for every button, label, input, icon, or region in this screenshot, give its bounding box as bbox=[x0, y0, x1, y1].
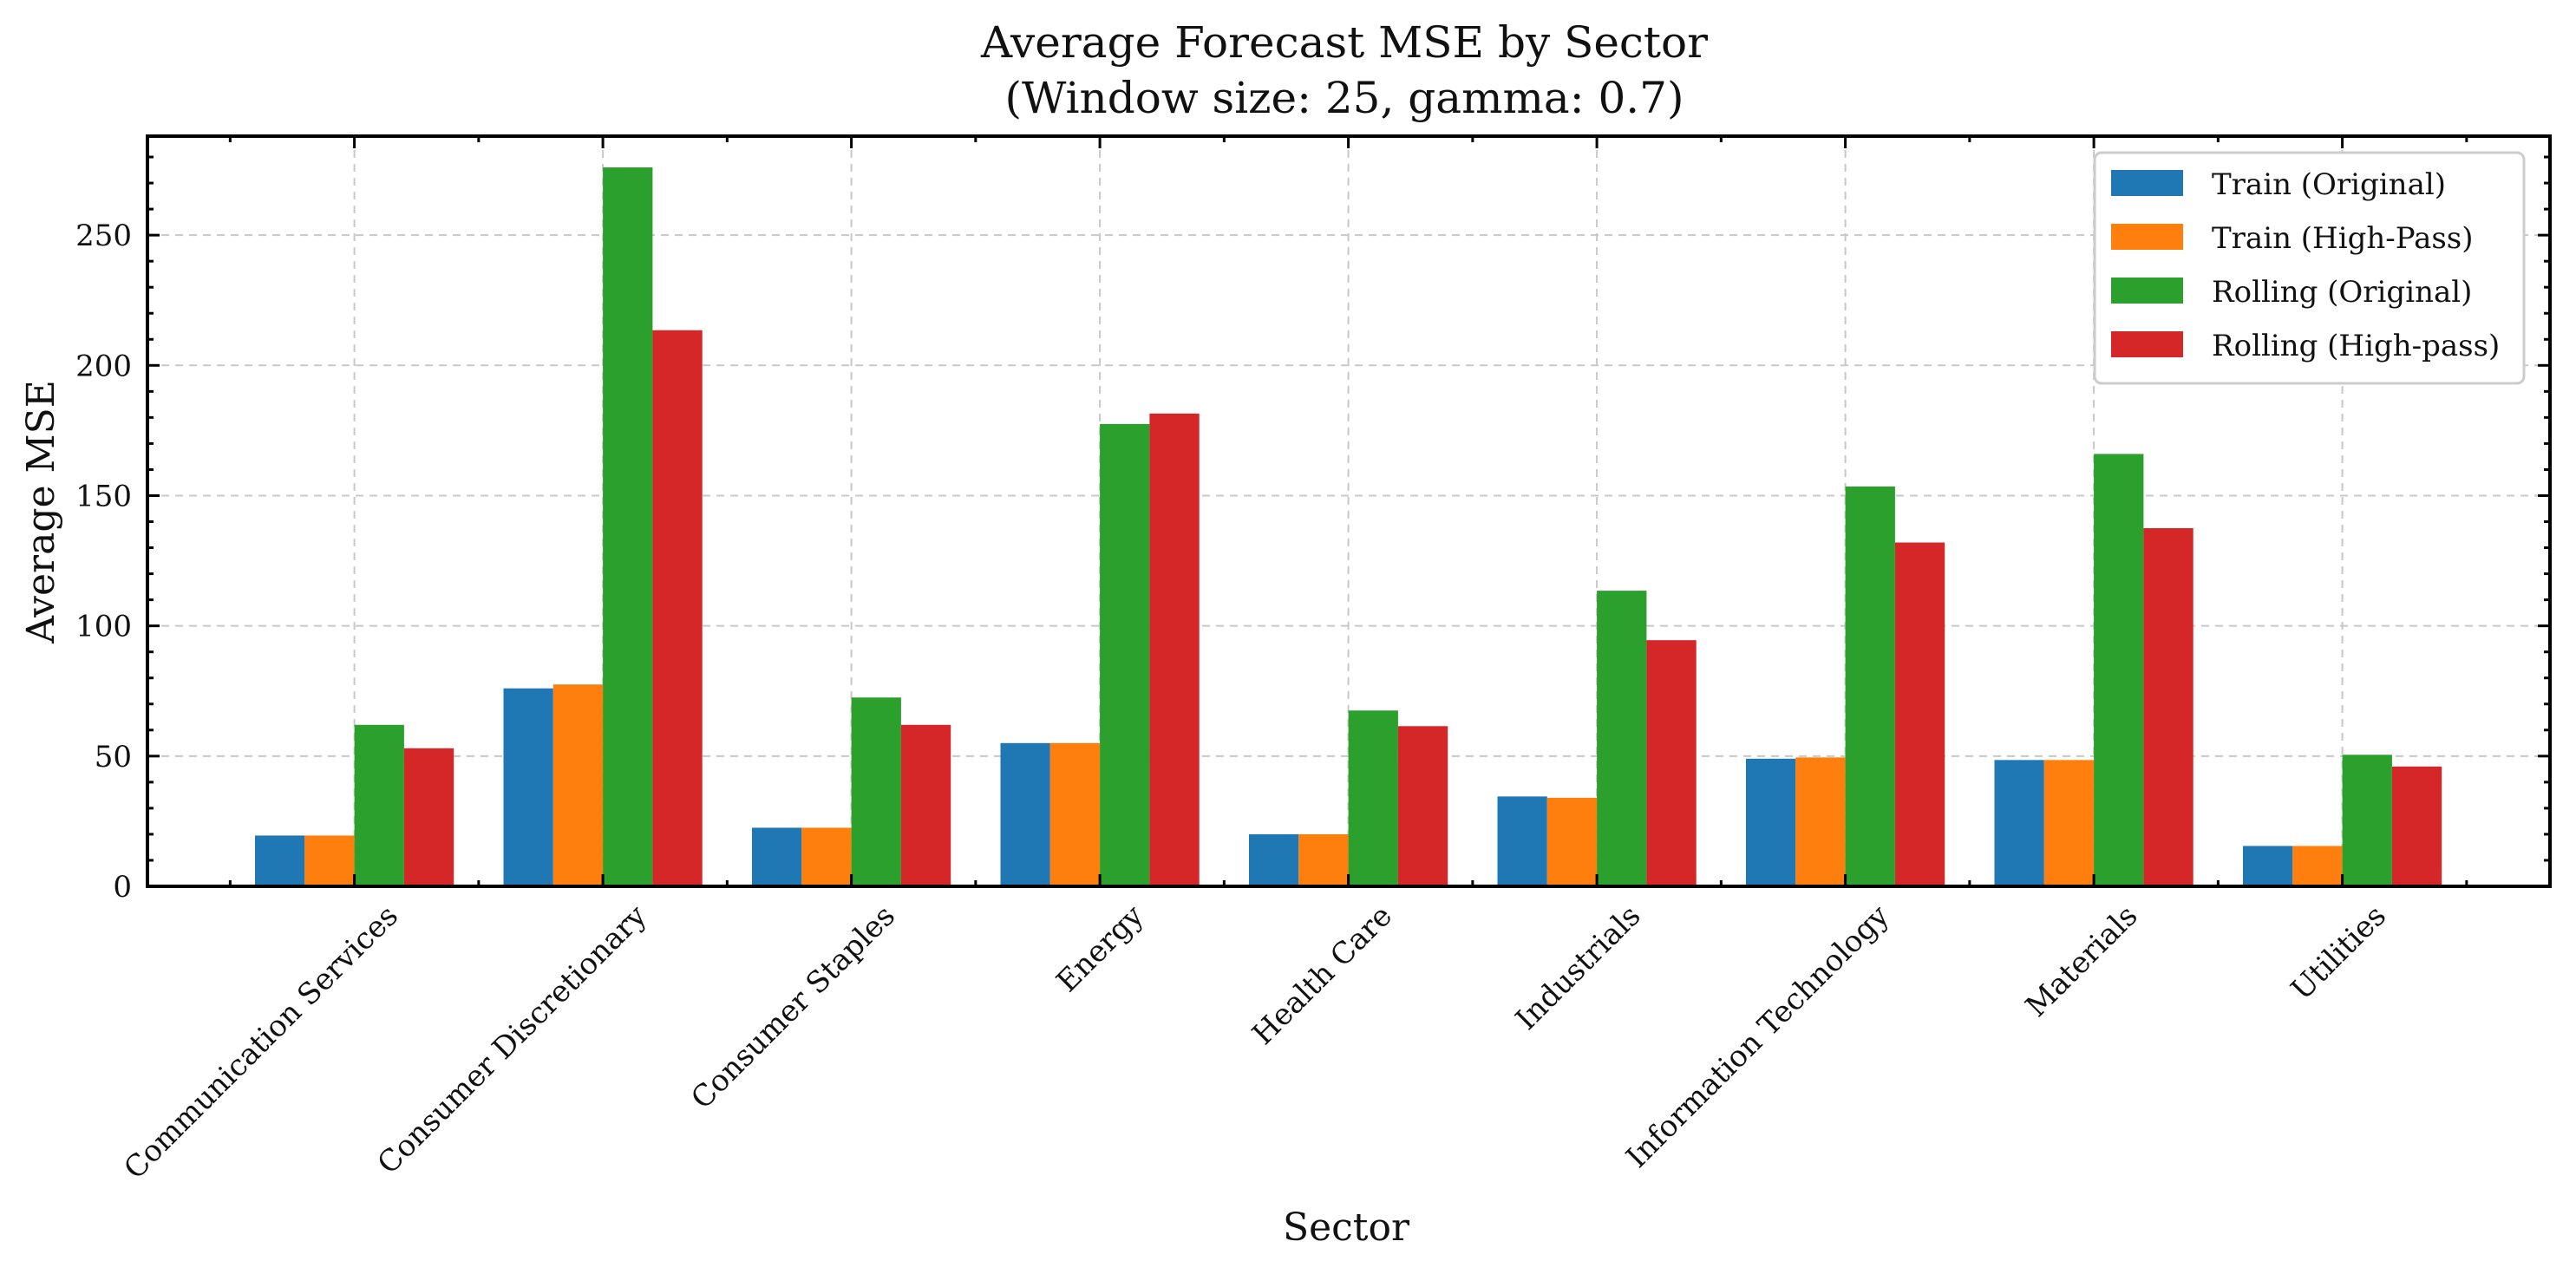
bar-rolling-high-pass-2 bbox=[900, 724, 951, 886]
bar-rolling-original-2 bbox=[851, 697, 901, 886]
x-tick-label: Information Technology bbox=[1619, 898, 1896, 1175]
y-tick-label: 250 bbox=[75, 219, 132, 253]
bar-train-high-pass-1 bbox=[552, 684, 604, 886]
bar-train-original-2 bbox=[752, 827, 802, 886]
bar-train-high-pass-0 bbox=[304, 835, 355, 886]
bar-rolling-original-6 bbox=[1845, 486, 1895, 886]
bar-train-original-3 bbox=[1000, 742, 1050, 886]
bar-train-original-1 bbox=[503, 688, 553, 886]
legend-label: Rolling (High-pass) bbox=[2212, 329, 2500, 363]
bar-train-high-pass-8 bbox=[2292, 846, 2343, 886]
x-tick-label: Energy bbox=[1049, 898, 1151, 1000]
plot-frame bbox=[146, 134, 2552, 888]
bar-rolling-original-3 bbox=[1100, 423, 1150, 886]
bar-train-high-pass-6 bbox=[1795, 757, 1846, 886]
chart-title: Average Forecast MSE by Sector bbox=[980, 17, 1708, 68]
bar-train-high-pass-7 bbox=[2043, 760, 2095, 886]
bar-train-high-pass-5 bbox=[1546, 797, 1598, 886]
bar-rolling-high-pass-7 bbox=[2143, 528, 2194, 886]
y-tick-labels: 0 50 100 150 200 250 bbox=[75, 219, 132, 905]
bar-train-original-7 bbox=[1994, 760, 2044, 886]
bar-rolling-high-pass-1 bbox=[652, 330, 703, 886]
legend-label: Train (Original) bbox=[2212, 167, 2446, 202]
bar-rolling-high-pass-0 bbox=[403, 748, 454, 886]
bar-rolling-high-pass-8 bbox=[2391, 766, 2442, 886]
legend: Train (Original) Train (High-Pass) Rolling… bbox=[2093, 151, 2526, 385]
legend-label: Train (High-Pass) bbox=[2212, 221, 2474, 256]
x-axis-label: Sector bbox=[1283, 1205, 1410, 1250]
bar-rolling-high-pass-5 bbox=[1646, 640, 1697, 886]
bar-rolling-original-1 bbox=[603, 167, 653, 886]
x-tick-label: Communication Services bbox=[117, 898, 405, 1186]
y-tick-label: 50 bbox=[95, 740, 132, 774]
bar-rolling-original-0 bbox=[354, 724, 404, 886]
bar-train-original-4 bbox=[1249, 833, 1299, 886]
bar-train-original-0 bbox=[255, 835, 305, 886]
y-tick-label: 200 bbox=[75, 349, 132, 383]
bar-rolling-original-8 bbox=[2342, 755, 2392, 886]
bar-rolling-high-pass-3 bbox=[1149, 413, 1200, 887]
bar-train-original-6 bbox=[1746, 758, 1796, 886]
bar-train-high-pass-2 bbox=[801, 827, 852, 886]
legend-swatch bbox=[2111, 224, 2183, 250]
bar-train-high-pass-3 bbox=[1049, 742, 1101, 886]
bar-rolling-high-pass-6 bbox=[1894, 542, 1945, 886]
x-tick-label: Utilities bbox=[2285, 898, 2393, 1007]
y-tick-label: 150 bbox=[75, 479, 132, 513]
bar-rolling-high-pass-4 bbox=[1397, 726, 1448, 886]
bar-rolling-original-5 bbox=[1597, 591, 1647, 886]
x-tick-label: Consumer Discretionary bbox=[371, 898, 654, 1181]
chart-subtitle: (Window size: 25, gamma: 0.7) bbox=[1005, 73, 1684, 123]
y-tick-label: 100 bbox=[75, 610, 132, 644]
x-tick-label: Consumer Staples bbox=[684, 898, 902, 1116]
bar-train-original-5 bbox=[1497, 796, 1547, 886]
legend-swatch bbox=[2111, 170, 2183, 196]
bar-rolling-original-7 bbox=[2094, 454, 2144, 886]
bar-train-high-pass-4 bbox=[1298, 833, 1349, 886]
legend-swatch bbox=[2111, 278, 2183, 304]
bar-rolling-original-4 bbox=[1348, 710, 1398, 886]
x-tick-label: Materials bbox=[2019, 898, 2145, 1024]
x-tick-label: Health Care bbox=[1246, 898, 1399, 1052]
bars bbox=[255, 167, 2442, 887]
x-tick-label: Industrials bbox=[1509, 898, 1648, 1037]
bar-train-original-8 bbox=[2243, 846, 2293, 886]
legend-swatch bbox=[2111, 331, 2183, 357]
y-axis-label: Average MSE bbox=[19, 380, 63, 644]
legend-label: Rolling (Original) bbox=[2212, 275, 2472, 310]
legend-box bbox=[2093, 151, 2526, 385]
y-tick-label: 0 bbox=[113, 870, 132, 905]
